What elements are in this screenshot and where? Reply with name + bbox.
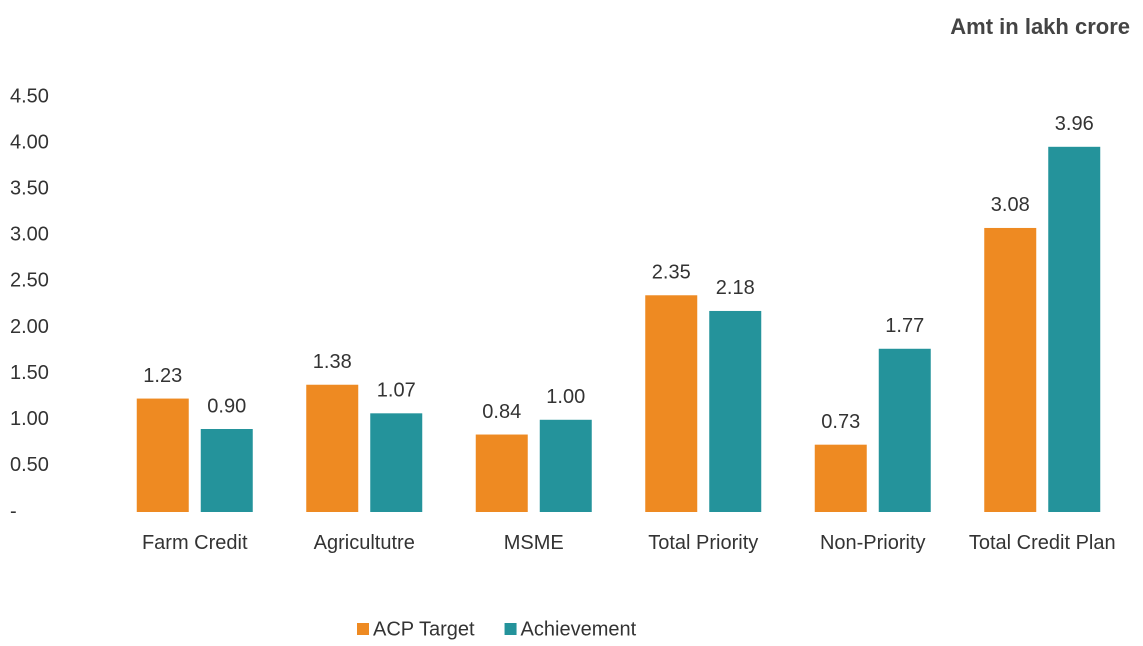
bar bbox=[539, 419, 592, 512]
x-tick-label: Total Credit Plan bbox=[968, 532, 1116, 554]
value-label: 2.18 bbox=[716, 277, 755, 299]
value-label: 0.90 bbox=[207, 395, 246, 417]
x-tick-label: Agricultutre bbox=[313, 532, 415, 554]
y-tick-label: 0.50 bbox=[10, 454, 49, 476]
bar bbox=[136, 398, 189, 512]
value-label: 1.38 bbox=[313, 351, 352, 373]
bar bbox=[306, 384, 359, 512]
y-tick-label: 3.50 bbox=[10, 178, 49, 200]
x-tick-label: Total Priority bbox=[648, 532, 759, 554]
x-tick-label: MSME bbox=[503, 532, 564, 554]
y-tick-label: 4.50 bbox=[10, 85, 49, 107]
y-tick-label: 1.50 bbox=[10, 362, 49, 384]
x-tick-label: Farm Credit bbox=[141, 532, 248, 554]
legend-swatch bbox=[357, 623, 369, 635]
bar bbox=[475, 434, 528, 512]
bar bbox=[200, 429, 253, 512]
y-tick-label: 4.00 bbox=[10, 131, 49, 153]
bar bbox=[814, 444, 867, 512]
y-tick-label: - bbox=[10, 500, 17, 522]
y-tick-label: 1.00 bbox=[10, 408, 49, 430]
value-label: 0.73 bbox=[821, 411, 860, 433]
bar bbox=[370, 413, 423, 512]
y-tick-label: 2.00 bbox=[10, 316, 49, 338]
bar bbox=[645, 295, 698, 512]
x-tick-label: Non-Priority bbox=[819, 532, 926, 554]
value-label: 3.08 bbox=[991, 194, 1030, 216]
bar bbox=[1048, 146, 1101, 513]
value-label: 1.00 bbox=[546, 386, 585, 408]
bar bbox=[984, 227, 1037, 512]
bar bbox=[878, 348, 931, 512]
chart-title: Amt in lakh crore bbox=[950, 14, 1130, 39]
legend-label: ACP Target bbox=[373, 618, 475, 640]
legend-label: Achievement bbox=[521, 618, 637, 640]
value-label: 2.35 bbox=[652, 262, 691, 284]
value-label: 0.84 bbox=[482, 401, 521, 423]
y-tick-label: 2.50 bbox=[10, 270, 49, 292]
value-label: 1.23 bbox=[143, 365, 182, 387]
value-label: 1.77 bbox=[885, 315, 924, 337]
value-label: 1.07 bbox=[377, 380, 416, 402]
y-tick-label: 3.00 bbox=[10, 224, 49, 246]
value-label: 3.96 bbox=[1055, 113, 1094, 135]
legend-swatch bbox=[504, 623, 517, 635]
bar bbox=[709, 310, 762, 512]
